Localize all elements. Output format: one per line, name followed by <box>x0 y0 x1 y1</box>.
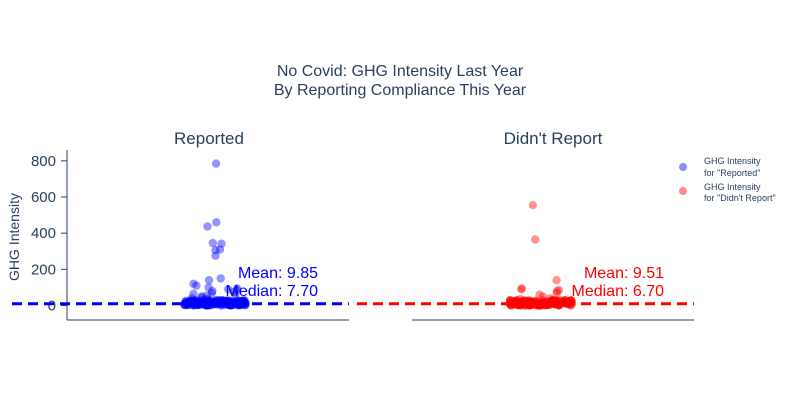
data-point <box>211 251 220 260</box>
data-point <box>189 289 198 298</box>
data-point <box>552 286 562 296</box>
data-point <box>538 292 548 301</box>
data-point <box>232 284 242 293</box>
data-point <box>517 285 526 294</box>
y-axis: 0 200 400 600 800 <box>31 150 68 320</box>
data-point <box>531 235 540 244</box>
data-point <box>212 299 222 308</box>
data-point <box>208 286 217 296</box>
data-point <box>212 218 221 227</box>
data-point <box>208 238 217 248</box>
median-annotation: Median: 7.70 <box>225 283 318 300</box>
data-point <box>192 281 201 290</box>
data-point <box>546 294 555 303</box>
legend-marker-didnt-report <box>679 187 687 195</box>
data-point <box>203 295 212 304</box>
median-annotation: Median: 6.70 <box>571 283 664 300</box>
data-point <box>517 284 527 293</box>
panel-title-didnt-report: Didn't Report <box>504 129 603 148</box>
data-point <box>515 295 525 304</box>
legend-label-didnt-report-line2: for "Didn't Report" <box>704 193 776 203</box>
mean-annotation: Mean: 9.51 <box>584 265 664 282</box>
data-point <box>202 295 212 305</box>
legend-label-reported-line2: for "Reported" <box>704 168 760 178</box>
data-point <box>197 293 206 302</box>
data-point <box>509 299 518 309</box>
y-tick-label: 0 <box>48 298 56 315</box>
data-point <box>535 290 544 299</box>
data-point <box>189 279 198 288</box>
y-axis-label: GHG Intensity <box>6 193 22 281</box>
data-point <box>552 276 561 285</box>
data-point <box>211 159 221 168</box>
data-point <box>231 290 240 299</box>
data-point <box>197 292 207 301</box>
data-point <box>216 274 225 283</box>
mean-annotation: Mean: 9.85 <box>238 265 318 282</box>
data-point <box>204 276 214 285</box>
legend[interactable]: GHG Intensity for "Reported" GHG Intensi… <box>679 156 776 203</box>
data-point <box>204 283 213 292</box>
data-point <box>207 288 217 298</box>
data-point <box>211 246 220 255</box>
data-point <box>554 286 564 295</box>
y-tick-label: 200 <box>31 261 56 278</box>
data-point <box>552 288 561 298</box>
chart-title-line2: By Reporting Compliance This Year <box>274 82 527 99</box>
data-point <box>229 287 239 297</box>
data-point <box>203 222 212 231</box>
legend-marker-reported <box>679 163 687 171</box>
y-tick-label: 400 <box>31 225 56 242</box>
panel-title-reported: Reported <box>174 129 244 148</box>
chart-title: No Covid: GHG Intensity Last Year By Rep… <box>274 63 527 99</box>
legend-label-reported-line1: GHG Intensity <box>704 156 761 166</box>
data-point <box>224 285 233 294</box>
data-point <box>202 291 212 300</box>
data-point <box>232 286 242 295</box>
chart-title-line1: No Covid: GHG Intensity Last Year <box>277 63 524 80</box>
y-tick-label: 800 <box>31 153 56 170</box>
data-point <box>528 201 538 210</box>
data-point <box>181 296 190 306</box>
data-point <box>548 295 558 305</box>
data-point <box>215 245 225 254</box>
data-point <box>187 294 196 303</box>
y-tick-label: 600 <box>31 189 56 206</box>
legend-label-didnt-report-line1: GHG Intensity <box>704 182 761 192</box>
data-point <box>217 239 226 248</box>
